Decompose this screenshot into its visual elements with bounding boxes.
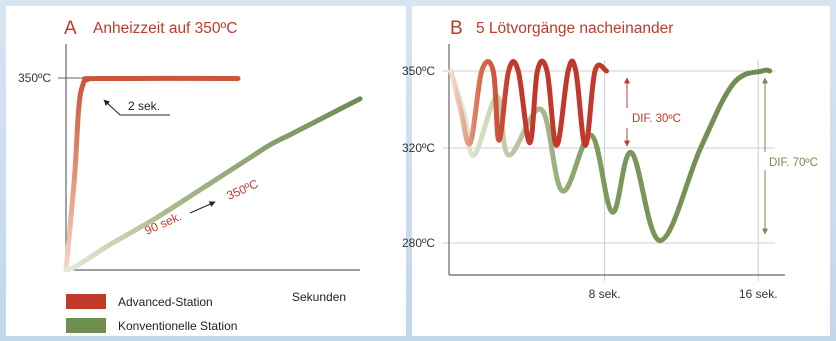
panel-a-y-tick-label: 350ºC [18, 71, 51, 85]
panel-b-y-tick-label: 350ºC [402, 64, 435, 78]
panel-b-letter: B [450, 18, 463, 39]
annotation-dif30: DIF. 30ºC [632, 113, 681, 125]
annotation-2sek-arrow [103, 99, 121, 116]
series-conventional-panel-b [448, 67, 773, 244]
legend-swatch-advanced [66, 294, 106, 309]
panel-b-title: 5 Lötvorgänge nacheinander [476, 20, 673, 37]
legend-label-advanced: Advanced-Station [118, 295, 213, 309]
panel-b-y-tick-label: 280ºC [402, 236, 435, 250]
panel-b-x-tick-label: 8 sek. [589, 287, 621, 301]
annotation-350c: 350ºC [225, 176, 261, 202]
panel-a-letter: A [64, 18, 77, 39]
panel-b-ticks: 350ºC 320ºC 280ºC 8 sek. 16 sek. [402, 64, 778, 301]
series-layer [63, 58, 773, 273]
panel-b-x-tick-label: 16 sek. [739, 287, 778, 301]
panel-a-x-axis-label: Sekunden [292, 290, 346, 304]
annotation-90sek-arrow [189, 201, 216, 214]
legend-swatch-conventional [66, 318, 106, 333]
series-advanced-panel-b [448, 58, 609, 148]
legend-label-conventional: Konventionelle Station [118, 319, 237, 333]
panel-b-y-tick-label: 320ºC [402, 141, 435, 155]
series-advanced-panel-a [63, 75, 241, 273]
annotation-2sek: 2 sek. [128, 99, 160, 113]
series-conventional-panel-a [63, 96, 363, 273]
panel-a-title: Anheizzeit auf 350ºC [93, 20, 237, 37]
annotation-dif70: DIF. 70ºC [769, 157, 818, 169]
